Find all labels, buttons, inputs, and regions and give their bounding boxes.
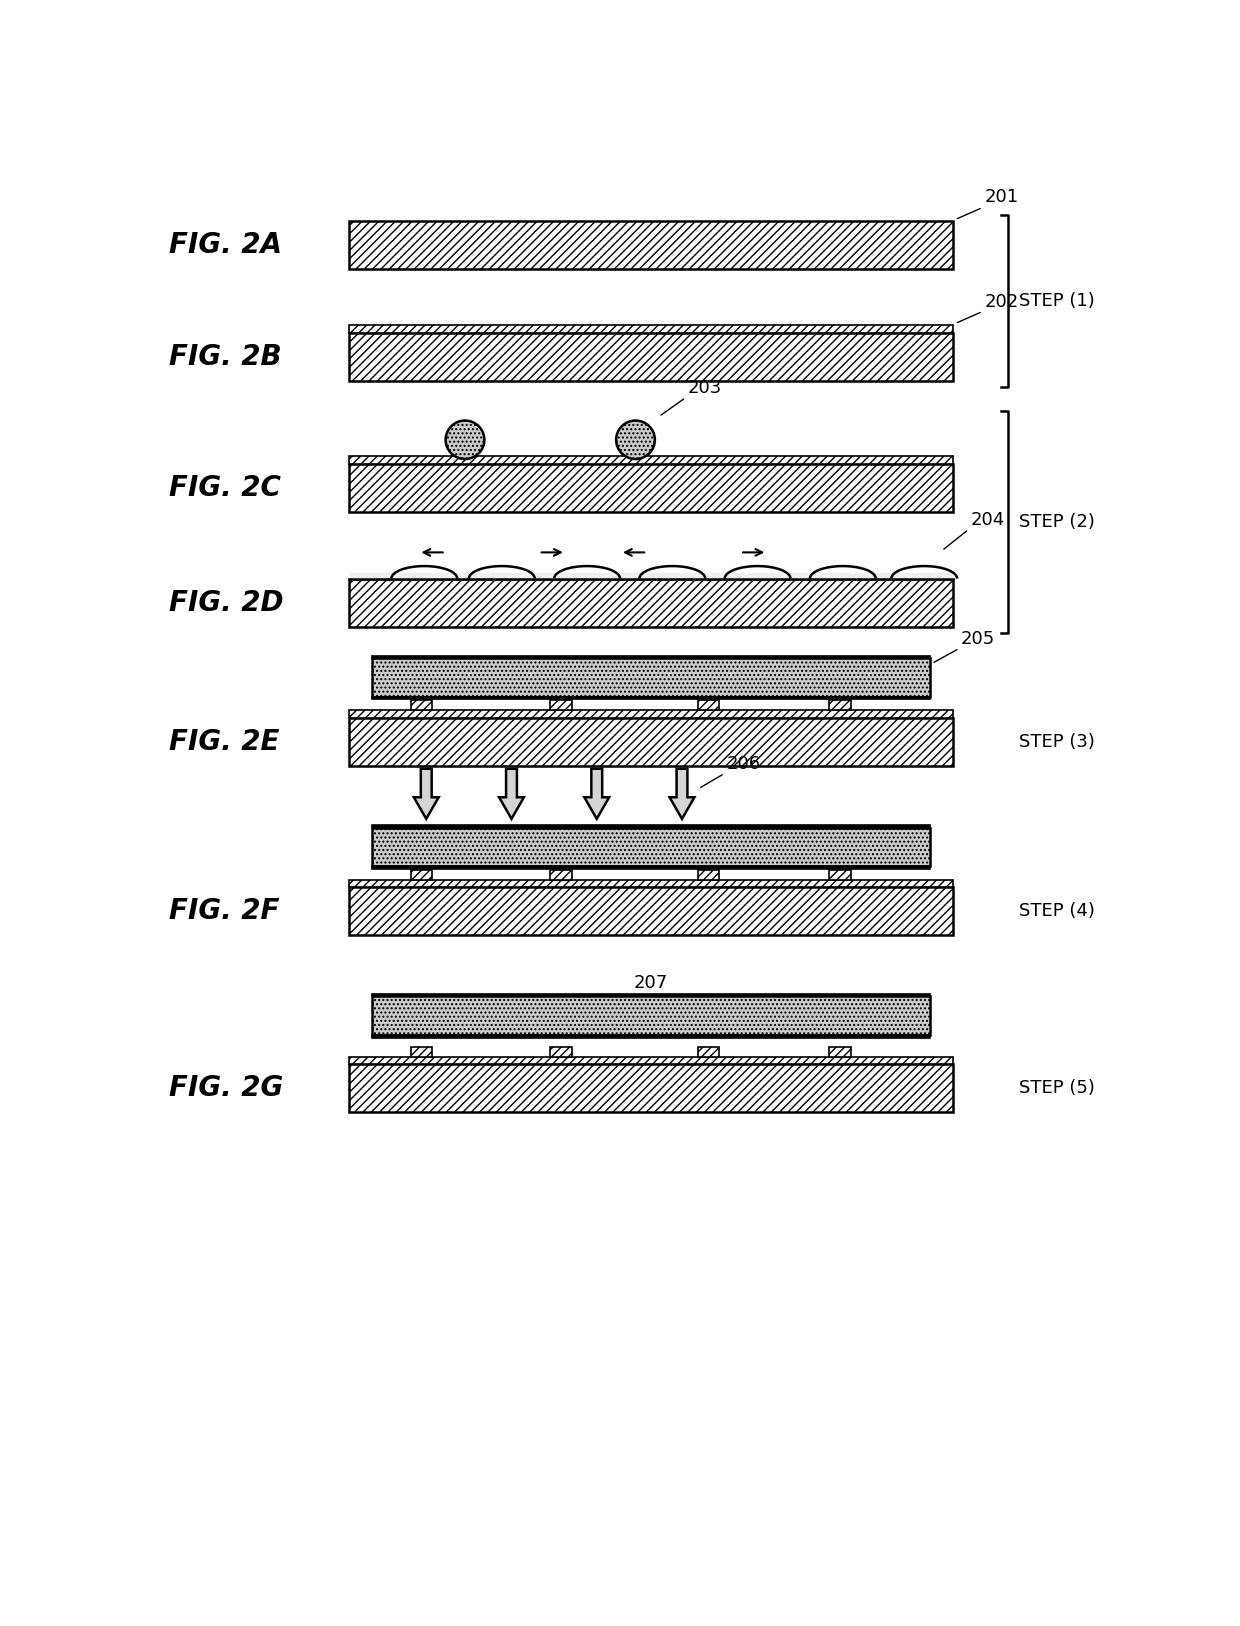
Text: STEP (4): STEP (4) [1019,902,1095,920]
Text: 202: 202 [985,293,1018,312]
Bar [372,828,930,867]
Text: STEP (3): STEP (3) [1019,733,1095,751]
Bar [697,701,719,711]
Bar [348,325,954,333]
Text: STEP (1): STEP (1) [1019,293,1095,311]
Bar [830,701,851,711]
Bar [697,870,719,880]
Text: STEP (5): STEP (5) [1019,1080,1095,1098]
Bar [348,333,954,380]
FancyArrow shape [670,769,694,820]
Bar [372,1034,930,1037]
Bar [372,824,930,828]
Text: STEP (2): STEP (2) [1019,514,1095,532]
Bar [410,870,433,880]
Bar [348,463,954,512]
Bar [372,659,930,698]
Text: 203: 203 [687,379,722,397]
Bar [372,655,930,659]
Bar [348,1065,954,1112]
Text: 201: 201 [985,189,1018,207]
Text: FIG. 2D: FIG. 2D [169,589,284,618]
Bar [372,997,930,1034]
Bar [551,701,572,711]
Text: FIG. 2E: FIG. 2E [169,728,279,756]
Text: 207: 207 [634,974,668,992]
Ellipse shape [445,421,485,459]
Bar [348,457,954,463]
Bar [372,993,930,997]
Text: FIG. 2B: FIG. 2B [169,343,281,371]
Text: 204: 204 [970,511,1004,530]
Bar [348,579,954,628]
FancyArrow shape [498,769,523,820]
Bar [697,1047,719,1057]
Bar [348,711,954,719]
Text: FIG. 2G: FIG. 2G [169,1075,283,1102]
Ellipse shape [616,421,655,459]
Text: 206: 206 [727,756,760,774]
Bar [372,867,930,868]
Bar [410,1047,433,1057]
Bar [551,870,572,880]
Bar [348,888,954,935]
Bar [830,870,851,880]
Bar [348,221,954,268]
Bar [410,701,433,711]
Text: 205: 205 [961,631,996,649]
Bar [830,1047,851,1057]
Bar [551,1047,572,1057]
FancyArrow shape [584,769,609,820]
Text: FIG. 2F: FIG. 2F [169,898,279,925]
FancyArrow shape [414,769,439,820]
Bar [372,698,930,699]
Text: FIG. 2C: FIG. 2C [169,473,280,502]
Text: FIG. 2A: FIG. 2A [169,231,281,259]
Bar [348,719,954,766]
Bar [348,1057,954,1065]
Bar [348,880,954,888]
